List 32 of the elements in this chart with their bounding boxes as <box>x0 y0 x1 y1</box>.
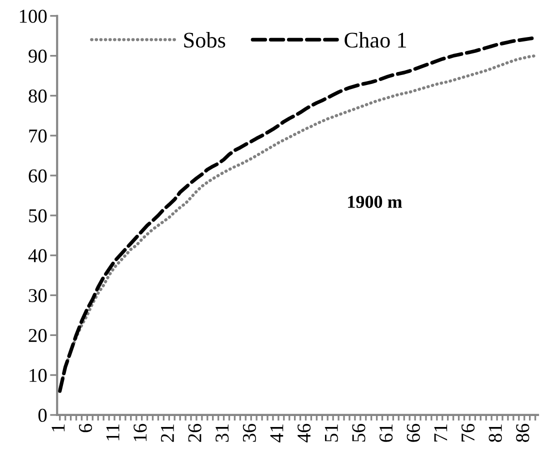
y-tick-label: 90 <box>28 50 47 63</box>
y-tick-label: 10 <box>30 368 47 382</box>
legend-label: Chao 1 <box>344 32 406 48</box>
x-tick-label: 81 <box>488 424 502 442</box>
y-tick-label: 40 <box>28 249 47 262</box>
x-tick-label: 51 <box>324 424 338 442</box>
x-tick-label: 36 <box>242 424 256 442</box>
x-tick-label: 16 <box>134 424 147 442</box>
x-tick-label: 6 <box>78 424 92 432</box>
x-tick-label: 11 <box>106 424 120 440</box>
y-tick-label: 80 <box>28 90 47 103</box>
x-tick-label: 61 <box>380 424 393 442</box>
annotation: 1900 m <box>348 196 402 208</box>
legend-label: Sobs <box>184 32 226 48</box>
y-tick-label: 60 <box>28 169 47 182</box>
x-tick-label: 56 <box>352 424 366 442</box>
y-tick-label: 70 <box>29 129 47 143</box>
x-tick-label: 41 <box>270 424 284 442</box>
x-tick-label: 66 <box>406 424 420 442</box>
x-tick-label: 46 <box>298 424 311 442</box>
y-tick-label: 100 <box>20 10 47 23</box>
x-tick-label: 21 <box>160 424 174 442</box>
y-tick-label: 0 <box>38 408 47 422</box>
x-tick-label: 76 <box>462 424 475 442</box>
x-tick-label: 71 <box>434 424 448 442</box>
y-tick-label: 30 <box>28 289 47 302</box>
y-tick-label: 20 <box>28 328 47 342</box>
x-tick-label: 31 <box>216 424 229 442</box>
x-tick-label: 86 <box>516 424 530 442</box>
x-tick-label: 26 <box>188 424 202 442</box>
y-tick-label: 50 <box>29 209 47 222</box>
x-tick-label: 1 <box>52 424 65 432</box>
